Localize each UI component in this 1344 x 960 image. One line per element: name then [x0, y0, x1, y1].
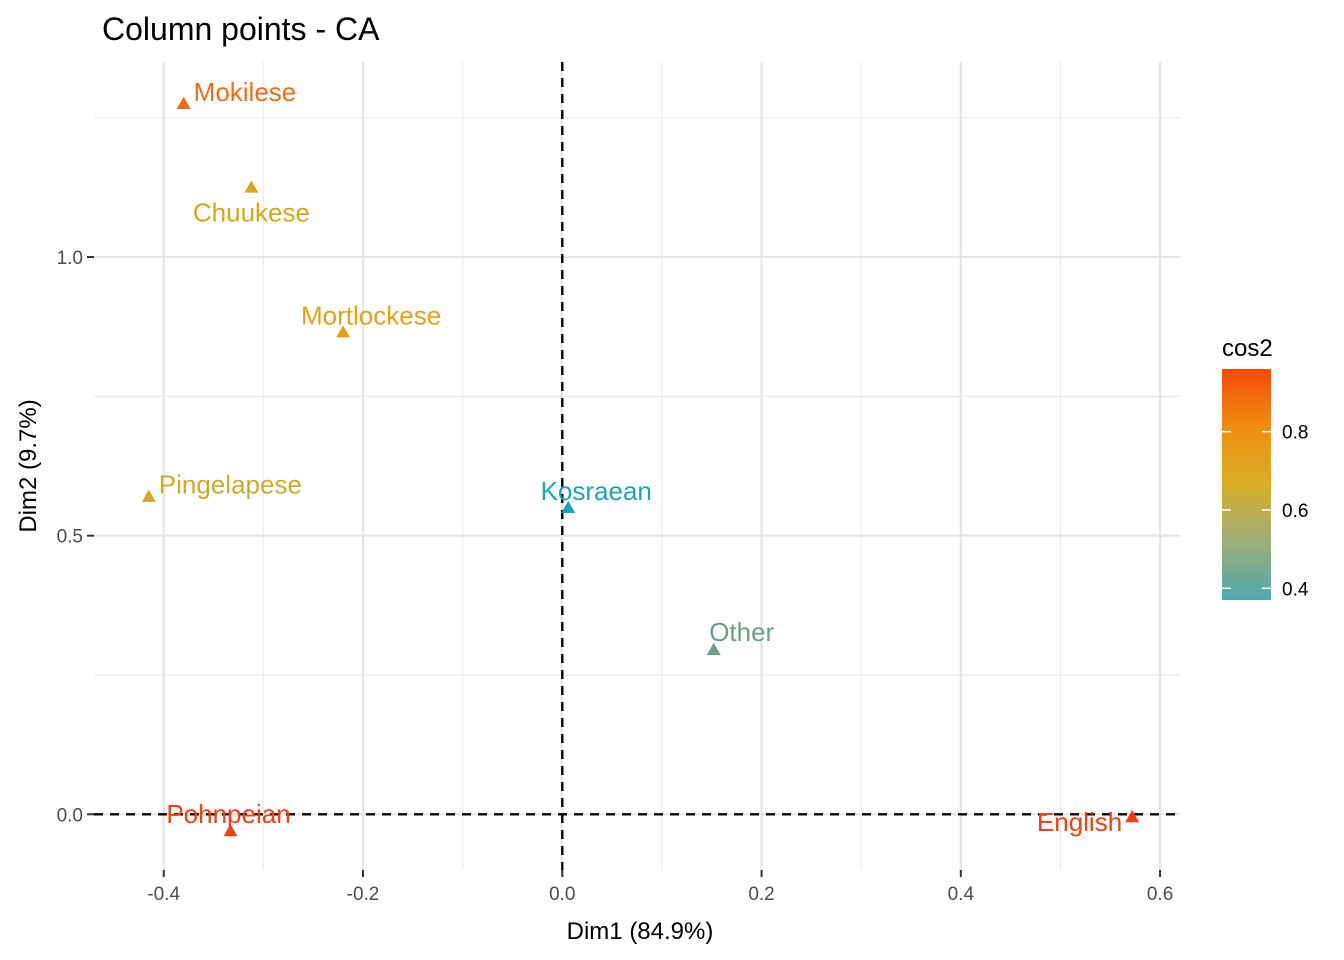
point-marker	[561, 500, 576, 514]
axes: -0.4 -0.2 0.0 0.2 0.4 0.6 0.0 0.5 1.0	[57, 248, 1174, 905]
point-marker	[176, 96, 191, 110]
point-marker	[141, 489, 156, 502]
x-axis-title: Dim1 (84.9%)	[567, 918, 714, 945]
legend-tick-label: 0.6	[1282, 501, 1308, 522]
legend-tick-label: 0.4	[1282, 579, 1309, 600]
chart-title: Column points - CA	[102, 11, 380, 47]
x-tick-label: -0.4	[147, 884, 180, 905]
point-label: Other	[709, 617, 774, 647]
point-label: Chuukese	[193, 197, 310, 227]
point-label: Mortlockese	[301, 300, 441, 330]
point-label: English	[1037, 807, 1122, 837]
data-points: Mokilese Chuukese Mortlockese Pingelapese Ko…	[141, 77, 1140, 837]
point-marker	[244, 180, 259, 193]
point-label: Kosraean	[541, 476, 652, 506]
point-marker	[336, 325, 351, 338]
point-label: Pohnpeian	[166, 799, 290, 829]
x-tick-label: 0.2	[748, 884, 774, 905]
colorbar	[1222, 369, 1271, 600]
point-marker	[223, 823, 238, 837]
y-tick-label: 0.5	[57, 527, 83, 548]
x-tick-label: 0.0	[549, 884, 575, 905]
point-marker	[1125, 810, 1140, 823]
legend-title: cos2	[1222, 335, 1273, 362]
reference-lines	[94, 62, 1180, 870]
point-label: Mokilese	[194, 77, 297, 107]
grid	[94, 62, 1180, 870]
y-tick-label: 1.0	[57, 248, 83, 269]
legend-tick-label: 0.8	[1282, 423, 1308, 444]
y-axis-title: Dim2 (9.7%)	[15, 399, 42, 532]
cos2-legend: cos2 0.4 0.6 0.8	[1222, 335, 1309, 600]
y-tick-label: 0.0	[57, 805, 83, 826]
x-tick-label: -0.2	[347, 884, 380, 905]
point-label: Pingelapese	[159, 470, 302, 500]
x-tick-label: 0.6	[1147, 884, 1173, 905]
x-tick-label: 0.4	[948, 884, 975, 905]
point-marker	[706, 642, 721, 656]
